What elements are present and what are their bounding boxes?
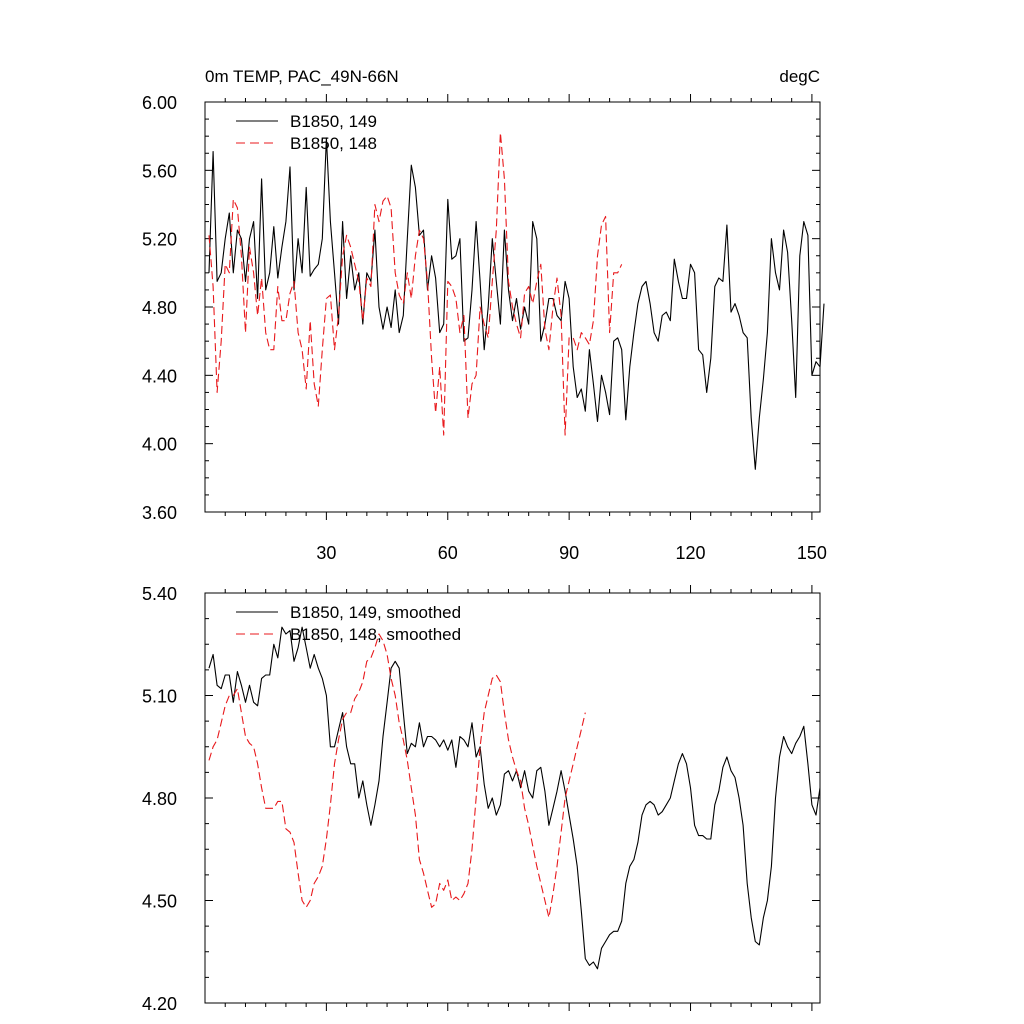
top-series-line-149 (208, 137, 825, 470)
bottom-y-tick-label: 4.20 (142, 994, 177, 1014)
bottom-legend-label-149: B1850, 149, smoothed (290, 603, 461, 622)
top-chart-units: degC (779, 67, 820, 86)
top-chart-title: 0m TEMP, PAC_49N-66N (205, 67, 399, 86)
bottom-series-line-149 (208, 626, 821, 970)
bottom-axis-ticks (205, 585, 820, 1011)
bottom-y-tick-label: 4.50 (142, 892, 177, 912)
bottom-legend: B1850, 149, smoothed B1850, 148, smoothe… (236, 603, 461, 644)
bottom-series-lines (208, 626, 821, 970)
top-y-tick-label: 6.00 (142, 93, 177, 113)
top-x-tick-labels: 30 60 90 120 150 (316, 543, 827, 563)
top-legend: B1850, 149 B1850, 148 (236, 112, 377, 153)
top-x-tick-label: 120 (676, 543, 706, 563)
top-y-tick-label: 4.40 (142, 366, 177, 386)
top-y-tick-label: 4.80 (142, 298, 177, 318)
bottom-y-tick-label: 5.40 (142, 584, 177, 604)
bottom-y-tick-labels: 4.20 4.50 4.80 5.10 5.40 (142, 584, 177, 1014)
top-axis-ticks (205, 94, 820, 520)
top-x-tick-label: 30 (316, 543, 336, 563)
top-y-tick-label: 3.60 (142, 503, 177, 523)
top-x-tick-label: 60 (438, 543, 458, 563)
top-legend-label-148: B1850, 148 (290, 134, 377, 153)
top-x-tick-label: 90 (559, 543, 579, 563)
top-series-lines (208, 132, 825, 470)
top-x-tick-label: 150 (797, 543, 827, 563)
top-y-tick-label: 5.60 (142, 161, 177, 181)
bottom-legend-label-148: B1850, 148, smoothed (290, 625, 461, 644)
top-y-tick-label: 5.20 (142, 230, 177, 250)
bottom-y-tick-label: 4.80 (142, 789, 177, 809)
top-y-tick-label: 4.00 (142, 435, 177, 455)
panel-top: 0m TEMP, PAC_49N-66N degC 3.60 4.00 4.40 4.… (142, 67, 827, 563)
bottom-plot-frame (204, 592, 821, 1004)
top-y-tick-labels: 3.60 4.00 4.40 4.80 5.20 5.60 6.00 (142, 93, 177, 523)
top-plot-frame (204, 101, 821, 513)
bottom-series-line-148 (208, 633, 586, 919)
bottom-y-tick-label: 5.10 (142, 687, 177, 707)
top-legend-label-149: B1850, 149 (290, 112, 377, 131)
panel-bottom: 4.20 4.50 4.80 5.10 5.40 B1850, 149, smoothe… (142, 584, 821, 1014)
top-series-line-148 (208, 132, 623, 436)
